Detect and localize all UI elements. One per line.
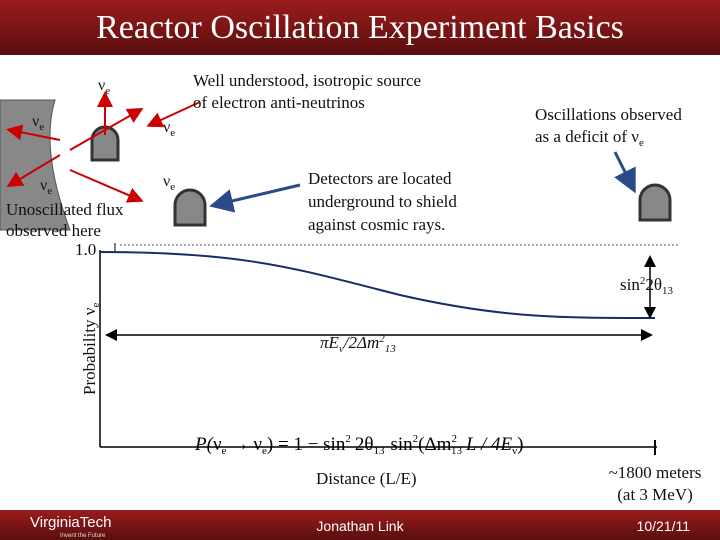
detector [638,183,672,222]
y-top-label: 1.0 [75,240,96,259]
pointer [146,101,201,128]
text-part: πE [320,333,340,352]
formula: P(νe → νe) = 1 − sin2 2θ13 sin2(Δm2 13 L / 4Eν… [194,433,523,457]
distance-note: (at 3 MeV) [617,485,693,504]
text-part: 13 [451,445,463,457]
nu-label: νe [32,113,44,133]
text-part: /2Δm [343,333,379,352]
y-axis-label: Probability νe [80,303,102,396]
text-part: → [230,434,249,455]
title-bar [0,0,720,55]
unoscillated-note: Unoscillated flux [6,200,124,219]
text-part: e [39,121,44,133]
text-part: as a deficit of [535,127,627,146]
text-part: 2 [451,433,457,445]
text-part: e [47,185,52,197]
detector-note: against cosmic rays. [308,215,445,234]
text-part: ν [40,177,47,194]
footer-logo: VirginiaTech [30,514,111,531]
text-part: e [639,137,644,149]
text-part: Probability [80,319,99,395]
text-part: 2θ [645,275,662,294]
text-part: ν [631,127,639,146]
oscillation-note: as a deficit of νe [535,127,644,149]
title: Reactor Oscillation Experiment Basics [96,9,624,46]
text-part: 2 [640,275,646,287]
text-part: e [105,85,110,97]
unoscillated-note: observed here [6,221,101,240]
text-part: ν [339,343,344,355]
footer-tagline: Invent the Future [60,533,106,539]
text-part: ν [98,77,105,94]
text-part: 13 [662,285,674,297]
text-part: ν [163,173,170,190]
distance-note: ~1800 meters [609,463,702,482]
neutrino-arrows [6,91,144,203]
text-part: e [222,445,227,457]
nu-label: νe [98,77,110,97]
text-part: sin [620,275,640,294]
text-part: ν [80,307,99,315]
text-part: ν [253,434,262,455]
period-label: πEν/2Δm213 [320,333,396,355]
amplitude-label: sin22θ13 [620,275,674,297]
text-part: e [90,303,102,308]
text-part: ν [213,434,222,455]
text-part: e [170,127,175,139]
footer-bar [0,510,720,540]
text-part: ) = 1 − sin [267,434,346,455]
source-note: of electron anti-neutrinos [193,93,365,112]
text-part: 13 [385,343,397,355]
text-part: (Δm [418,434,452,455]
text-part: 2θ [355,434,374,455]
nu-label: νe [40,177,52,197]
nu-labels: νe νe νe νe νe [32,77,175,197]
nu-label: νe [163,173,175,193]
oscillation-note: Oscillations observed [535,105,682,124]
nu-label: νe [163,119,175,139]
text-part: 2 [413,433,419,445]
footer-date: 10/21/11 [637,518,691,534]
text-part: ) [517,434,523,455]
text-part: ν [32,113,39,130]
probability-curve [99,251,656,319]
text-part: L / 4E [465,434,513,455]
pointer [209,183,301,213]
detector [173,188,207,227]
text-part: 2 [345,433,351,445]
text-part: 13 [373,445,385,457]
text-part: 2 [379,333,385,345]
text-part: sin [390,434,413,455]
text-part: P( [194,434,215,455]
detector-note: Detectors are located [308,169,452,188]
detector-note: underground to shield [308,192,457,211]
x-axis-label: Distance (L/E) [316,469,417,488]
source-note: Well understood, isotropic source [193,71,421,90]
text-part: ν [163,119,170,136]
text-part: e [262,445,267,457]
text-part: ν [512,445,517,457]
text-part: e [170,181,175,193]
footer-author: Jonathan Link [316,518,404,534]
pointer [613,151,636,194]
